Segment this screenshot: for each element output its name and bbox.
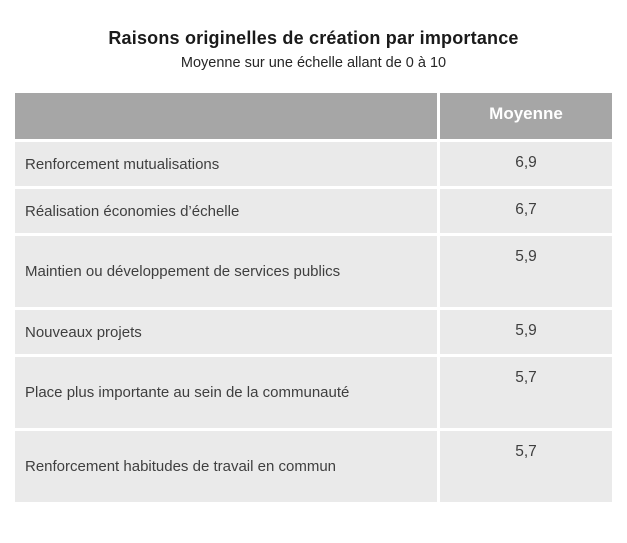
table-row: Maintien ou développement de services pu… (15, 236, 612, 307)
table-row: Place plus importante au sein de la comm… (15, 357, 612, 428)
row-value: 5,9 (440, 236, 612, 307)
row-label: Renforcement habitudes de travail en com… (15, 431, 437, 502)
row-value: 5,9 (440, 310, 612, 354)
page-subtitle: Moyenne sur une échelle allant de 0 à 10 (180, 55, 447, 71)
row-label: Renforcement mutualisations (15, 142, 437, 186)
row-value: 5,7 (440, 431, 612, 502)
row-value: 5,7 (440, 357, 612, 428)
page-title: Raisons originelles de création par impo… (108, 28, 519, 48)
table-row: Nouveaux projets 5,9 (15, 310, 612, 354)
row-label: Réalisation économies d’échelle (15, 189, 437, 233)
row-label: Maintien ou développement de services pu… (15, 236, 437, 307)
importance-table: Moyenne Renforcement mutualisations 6,9 … (15, 93, 612, 502)
row-value: 6,7 (440, 189, 612, 233)
table-row: Réalisation économies d’échelle 6,7 (15, 189, 612, 233)
table-row: Renforcement mutualisations 6,9 (15, 142, 612, 186)
table-row: Renforcement habitudes de travail en com… (15, 431, 612, 502)
table-header-row: Moyenne (15, 93, 612, 139)
row-value: 6,9 (440, 142, 612, 186)
row-label: Nouveaux projets (15, 310, 437, 354)
header-label-cell (15, 93, 437, 139)
header-value-cell: Moyenne (440, 93, 612, 139)
row-label: Place plus importante au sein de la comm… (15, 357, 437, 428)
